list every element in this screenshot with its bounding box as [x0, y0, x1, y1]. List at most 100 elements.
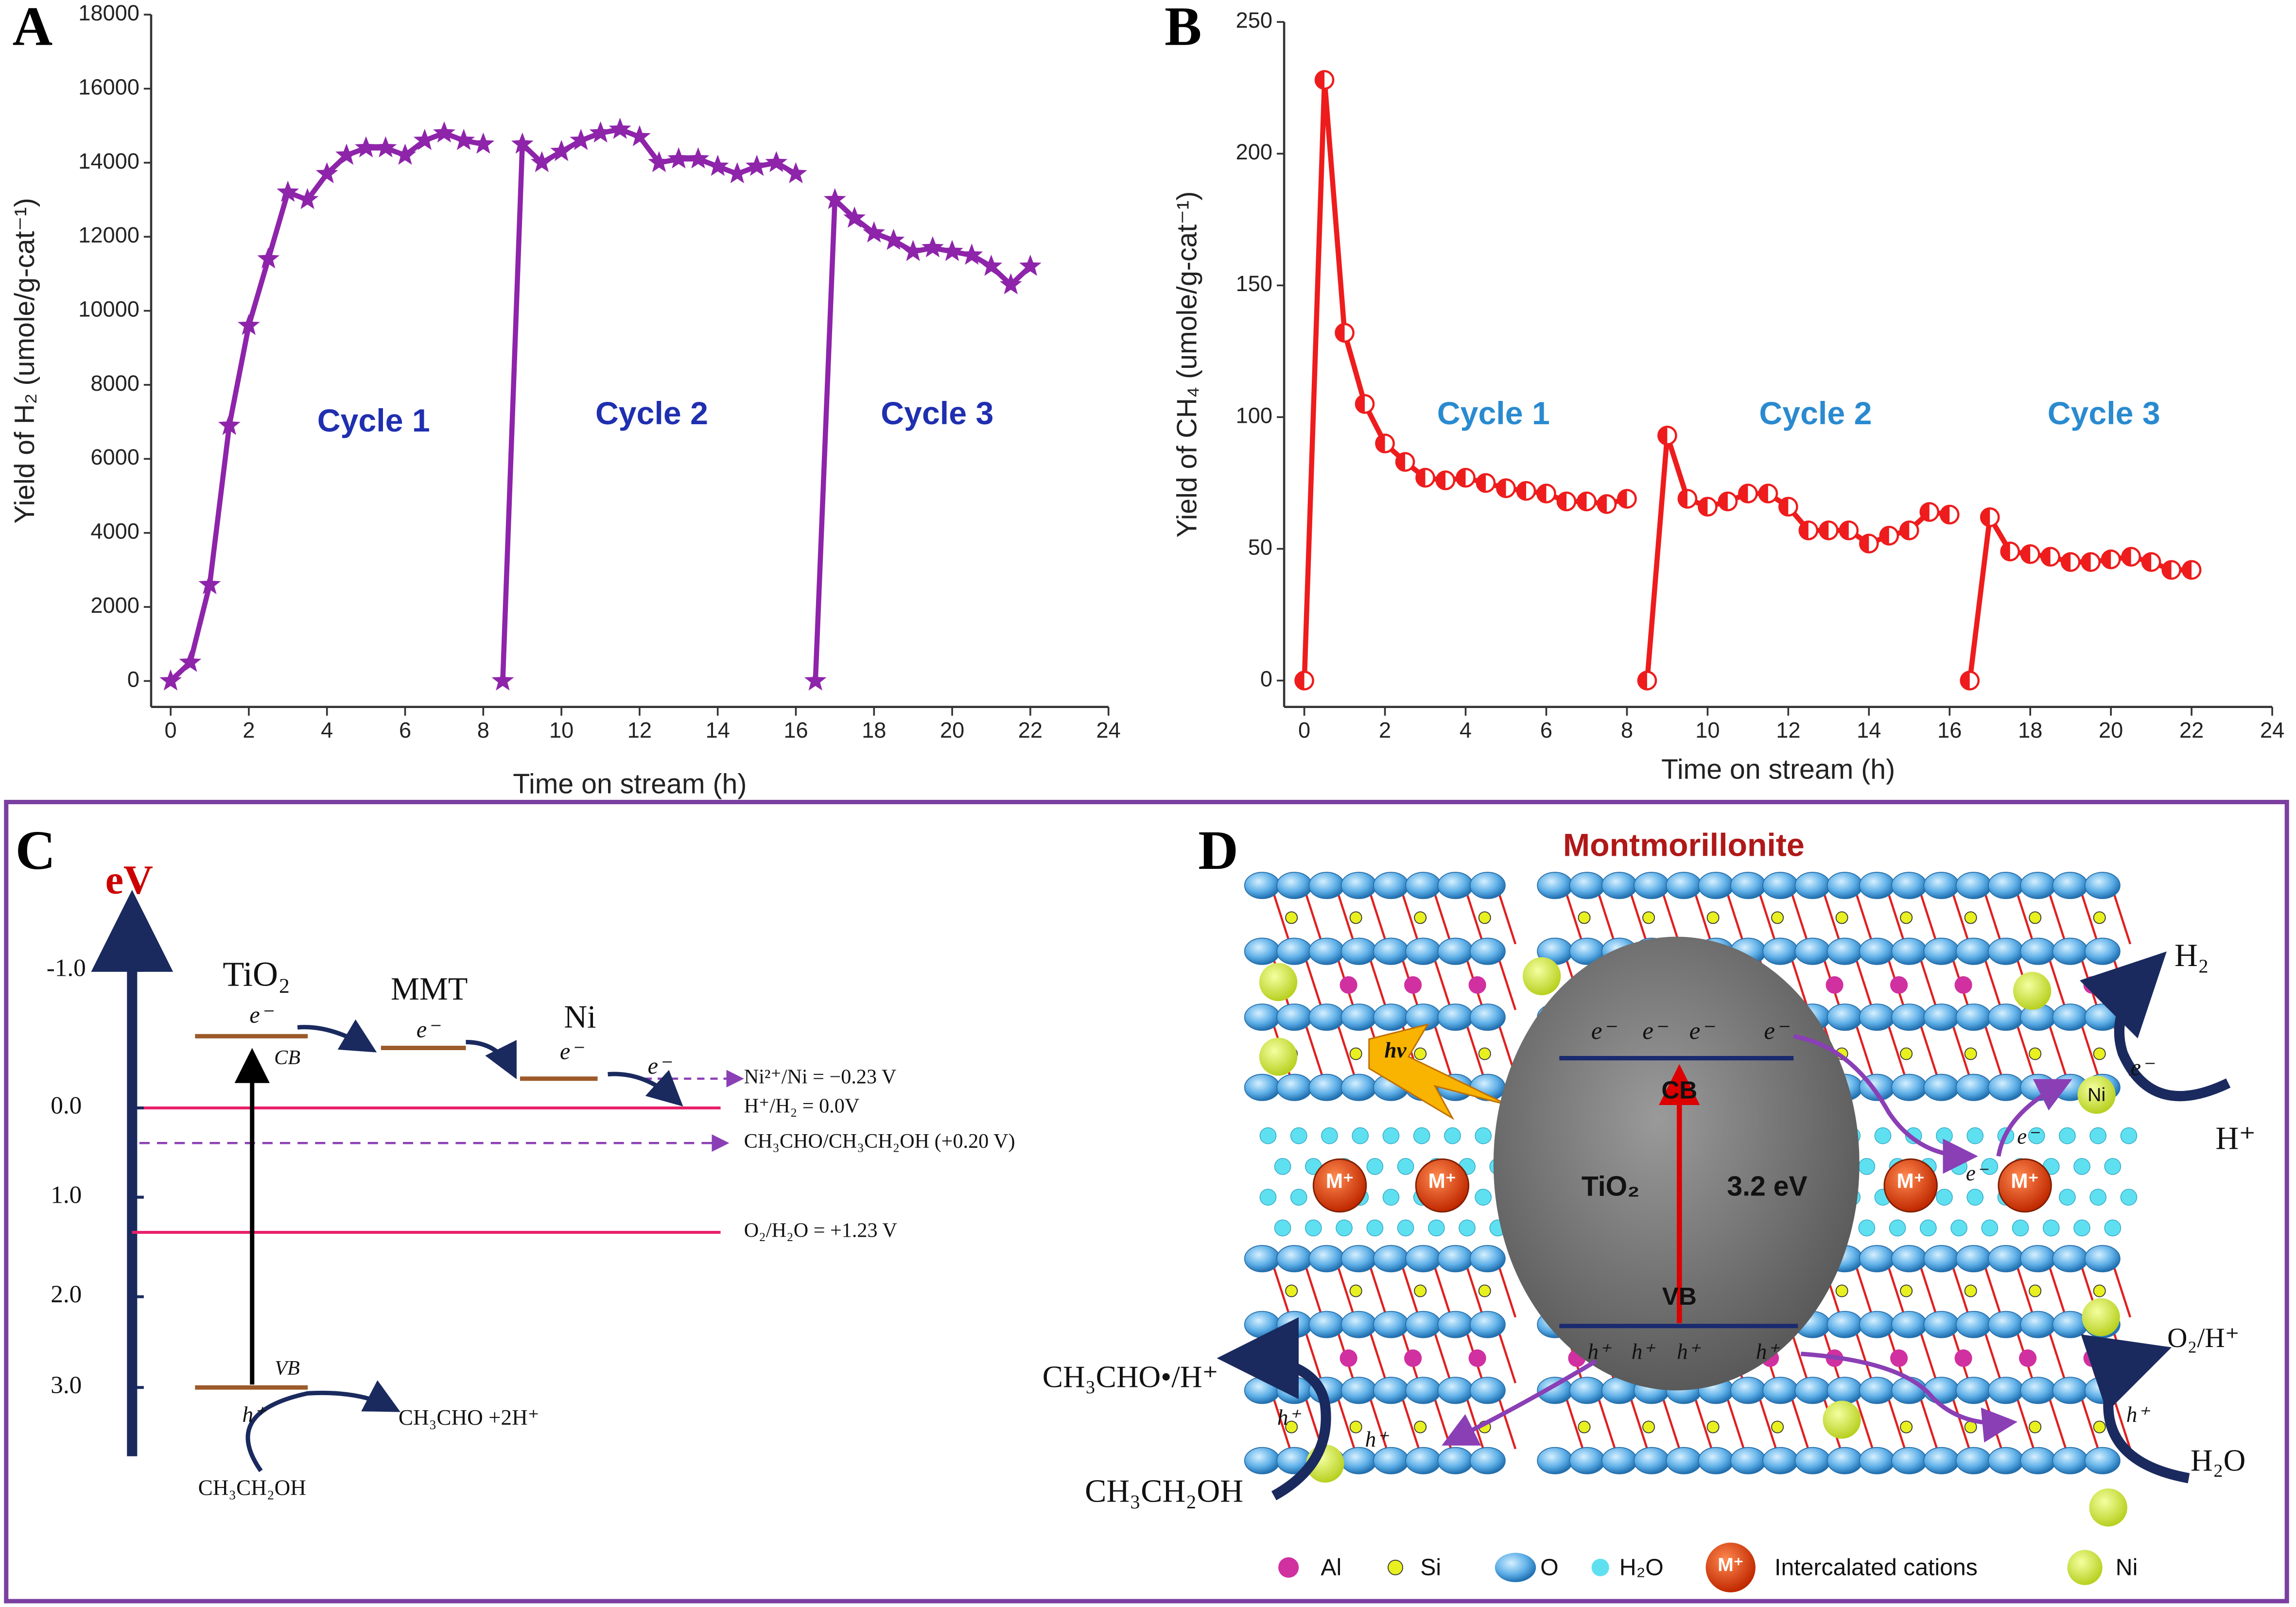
label: O₂/H₂O = +1.23 V [744, 1219, 897, 1242]
point [296, 188, 319, 209]
si-atom [1964, 911, 1977, 924]
label: CB [274, 1046, 300, 1069]
label: e⁻ [1764, 1017, 1790, 1045]
point-half [1678, 490, 1687, 508]
oxygen-atom [1891, 872, 1928, 899]
label: e⁻ [2131, 1055, 2155, 1081]
oxygen-atom [1469, 1447, 1506, 1474]
point-half [1658, 427, 1668, 445]
x-tick-label: 24 [2260, 718, 2284, 743]
reaction-arrow [1217, 1317, 1331, 1501]
oxygen-atom [2052, 937, 2088, 965]
legend-label: H₂O [1619, 1554, 1664, 1580]
point [1657, 425, 1677, 446]
x-axis-title: Time on stream (h) [1661, 754, 1895, 785]
bond [2016, 1399, 2035, 1450]
oxygen-atom [1244, 1377, 1280, 1404]
point-half [1517, 482, 1526, 500]
bond [1726, 894, 1745, 945]
point-half [1396, 453, 1406, 471]
point [433, 121, 455, 143]
point-half [1457, 468, 1466, 487]
point-half [2062, 553, 2071, 571]
water-molecule [2120, 1189, 2138, 1206]
label: Ni [2087, 1085, 2105, 1106]
point-half [1356, 395, 1365, 413]
oxygen-atom [1987, 1311, 2024, 1338]
legend-label: Ni [2116, 1554, 2138, 1580]
x-tick-label: 22 [2179, 718, 2204, 743]
point-half [2082, 553, 2091, 571]
oxygen-atom [1373, 1311, 1409, 1338]
panel-label: B [1165, 0, 1201, 57]
point [2081, 552, 2101, 572]
ni-particle [1823, 1400, 1861, 1439]
point [2101, 549, 2121, 570]
oxygen-atom [1276, 1245, 1313, 1273]
point-half [1578, 492, 1587, 510]
si-atom [1285, 911, 1298, 924]
si-atom [1900, 1047, 1913, 1060]
point [1577, 491, 1597, 512]
x-tick-label: 18 [862, 718, 886, 743]
oxygen-atom [1276, 1003, 1313, 1031]
bond [1434, 894, 1452, 945]
oxygen-atom [1826, 1377, 1863, 1404]
label: H₂ [2174, 938, 2209, 973]
label: TiO₂ [223, 955, 290, 994]
point [628, 125, 651, 146]
cation-label: M⁺ [2011, 1170, 2038, 1192]
oxygen-atom [2084, 872, 2121, 899]
bond [1791, 1333, 1809, 1383]
oxygen-atom [1826, 1311, 1863, 1338]
bond [1305, 894, 1323, 945]
oxygen-atom [1698, 1447, 1734, 1474]
si-atom [1900, 1420, 1913, 1434]
bond [1952, 1399, 1970, 1450]
water-molecule [1889, 1219, 1906, 1237]
label: e⁻ [249, 1002, 274, 1028]
water-molecule [1874, 1127, 1892, 1144]
oxygen-atom [1762, 1377, 1799, 1404]
point [335, 143, 358, 165]
oxygen-atom [1794, 1447, 1831, 1474]
water-molecule [1336, 1219, 1353, 1237]
point-half [1557, 492, 1566, 510]
x-tick-label: 6 [399, 718, 411, 743]
si-atom [2093, 1420, 2106, 1434]
water-molecule [1936, 1189, 1953, 1206]
point-half [2001, 542, 2010, 560]
y-axis-title: Yield of CH₄ (umole/g-cat⁻¹) [1171, 191, 1202, 538]
point [1818, 520, 1839, 540]
al-atom [1339, 1349, 1357, 1367]
point-half [1719, 492, 1728, 510]
oxygen-atom [1891, 937, 1928, 965]
point-half [1376, 434, 1385, 452]
bond [1791, 1399, 1809, 1450]
point-half [1880, 527, 1889, 545]
oxygen-atom [1987, 1073, 2024, 1101]
label: O₂/H⁺ [2167, 1323, 2240, 1353]
water-molecule [1936, 1127, 1953, 1144]
bond [1694, 894, 1713, 945]
panel-label: C [16, 819, 56, 881]
point [1536, 484, 1556, 503]
y-tick-label: 4000 [90, 519, 139, 544]
oxygen-atom [1405, 937, 1442, 965]
label: -1.0 [47, 954, 86, 982]
water-molecule [1321, 1127, 1338, 1144]
water-molecule [1459, 1219, 1476, 1237]
x-tick-label: 12 [1776, 718, 1800, 743]
legend-label: Intercalated cations [1774, 1554, 1978, 1580]
water-molecule [2073, 1158, 2090, 1175]
y-tick-label: 250 [1236, 8, 1272, 33]
oxygen-atom [1276, 937, 1313, 965]
si-atom [1642, 1420, 1655, 1434]
oxygen-atom [2052, 1447, 2088, 1474]
oxygen-atom [1244, 1311, 1280, 1338]
oxygen-atom [1826, 872, 1863, 899]
water-molecule [1950, 1158, 1967, 1175]
oxygen-atom [1244, 1245, 1280, 1273]
x-tick-label: 10 [1695, 718, 1720, 743]
si-atom [2029, 911, 2042, 924]
